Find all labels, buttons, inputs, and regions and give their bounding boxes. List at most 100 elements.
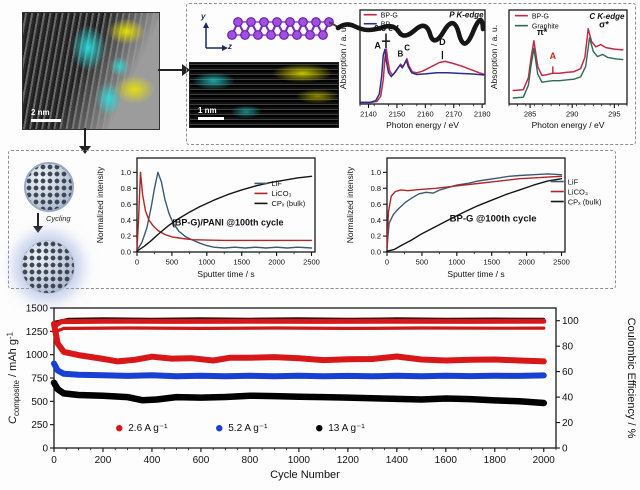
svg-text:40: 40 <box>562 393 574 404</box>
svg-text:LiCO₃: LiCO₃ <box>271 189 291 198</box>
phosphorene-model-svg <box>203 17 486 51</box>
svg-text:600: 600 <box>193 455 210 466</box>
svg-text:2140: 2140 <box>360 110 377 119</box>
svg-text:1500: 1500 <box>483 258 500 267</box>
svg-text:1200: 1200 <box>337 455 360 466</box>
svg-text:2000: 2000 <box>533 455 556 466</box>
svg-text:2000: 2000 <box>268 258 285 267</box>
svg-text:1.0: 1.0 <box>121 168 131 177</box>
svg-text:500: 500 <box>31 397 48 408</box>
svg-text:750: 750 <box>31 374 48 385</box>
svg-text:5.2 A g⁻¹: 5.2 A g⁻¹ <box>228 423 268 434</box>
svg-text:1400: 1400 <box>386 455 409 466</box>
svg-text:Absorption / a. u.: Absorption / a. u. <box>338 25 348 89</box>
svg-text:0: 0 <box>562 444 568 455</box>
svg-text:0.4: 0.4 <box>121 216 131 225</box>
svg-text:0.4: 0.4 <box>371 216 381 225</box>
middle-dashed-box <box>8 150 616 289</box>
svg-text:0.5 eV: 0.5 eV <box>374 23 399 33</box>
svg-text:295: 295 <box>608 110 621 119</box>
svg-text:0.6: 0.6 <box>121 200 131 209</box>
svg-text:500: 500 <box>416 258 429 267</box>
svg-text:285: 285 <box>524 110 537 119</box>
svg-text:Graphite: Graphite <box>532 23 559 30</box>
svg-text:1800: 1800 <box>484 455 507 466</box>
svg-text:CPₓ (bulk): CPₓ (bulk) <box>271 199 305 208</box>
svg-text:BP-G: BP-G <box>381 13 398 20</box>
svg-text:500: 500 <box>166 258 179 267</box>
svg-text:0.8: 0.8 <box>371 184 381 193</box>
tem-scalebar-label: 2 nm <box>31 108 50 117</box>
p-k-edge-svg: 2140 2150 2160 2170 2180 0.5 eV A BC D P K-edge Ph… <box>338 9 491 130</box>
cycling-svg: 0 200 400 600 800 1000 1200 1400 1600 1800 2000025… <box>6 304 638 482</box>
particle-sphere-before <box>24 162 74 212</box>
svg-text:C: C <box>404 43 410 52</box>
svg-text:(BP-G)/PANI @100th cycle: (BP-G)/PANI @100th cycle <box>172 218 284 228</box>
svg-text:0.0: 0.0 <box>121 248 131 257</box>
svg-text:C K-edge: C K-edge <box>589 12 625 21</box>
p-k-edge-chart: 2140 2150 2160 2170 2180 0.5 eV A B C D P K-edge Ph… <box>338 4 491 142</box>
svg-text:1250: 1250 <box>26 327 49 338</box>
svg-text:BP-G: BP-G <box>532 13 549 20</box>
svg-text:LiCO₃: LiCO₃ <box>568 187 588 196</box>
arrow-down-line <box>84 128 86 147</box>
tem-scalebar <box>31 119 61 122</box>
schematic-arrow-line <box>37 213 39 227</box>
svg-text:80: 80 <box>562 342 574 353</box>
svg-text:Absorption / a. u.: Absorption / a. u. <box>489 25 499 89</box>
svg-text:200: 200 <box>95 455 112 466</box>
svg-text:Sputter time / s: Sputter time / s <box>447 269 504 279</box>
svg-text:σ*: σ* <box>599 19 609 29</box>
svg-text:2170: 2170 <box>445 110 462 119</box>
svg-text:B: B <box>397 49 403 58</box>
svg-text:2500: 2500 <box>553 258 570 267</box>
svg-text:Normalized intensity: Normalized intensity <box>95 166 105 243</box>
stem-scalebar-label: 1 nm <box>198 106 217 115</box>
svg-text:0.8: 0.8 <box>121 184 131 193</box>
svg-text:250: 250 <box>31 420 48 431</box>
svg-text:0: 0 <box>42 444 48 455</box>
svg-text:Sputter time / s: Sputter time / s <box>197 269 254 279</box>
svg-text:Photon energy / eV: Photon energy / eV <box>386 120 459 130</box>
svg-text:Photon energy / eV: Photon energy / eV <box>532 120 605 130</box>
svg-text:1600: 1600 <box>435 455 458 466</box>
svg-text:Cycle Number: Cycle Number <box>270 469 340 481</box>
svg-text:LiF: LiF <box>271 179 282 188</box>
particle-sphere-after <box>21 240 75 294</box>
schematic-arrow-head <box>33 226 43 233</box>
svg-text:2160: 2160 <box>417 110 434 119</box>
sputter-left-svg: 0 500 1000 1500 2000 2500 0.0 0.2 0.4 0.6 0.8 1.0 (B… <box>95 157 320 279</box>
svg-text:CPₓ (bulk): CPₓ (bulk) <box>568 197 602 206</box>
svg-text:2180: 2180 <box>474 110 491 119</box>
svg-text:BP-G @100th cycle: BP-G @100th cycle <box>450 214 537 225</box>
svg-text:60: 60 <box>562 367 574 378</box>
svg-text:1500: 1500 <box>233 258 250 267</box>
c-k-edge-svg: 285 290 295 π* Aσ*C K-edge Photon energy / eV… <box>489 9 628 130</box>
stem-image: 1 nm <box>189 62 339 128</box>
schematic-arrow-label: Cycling <box>46 214 71 223</box>
svg-text:0: 0 <box>51 455 57 466</box>
svg-text:Normalized intensity: Normalized intensity <box>345 166 355 243</box>
svg-text:BP: BP <box>381 22 391 29</box>
svg-text:290: 290 <box>566 110 579 119</box>
svg-text:2150: 2150 <box>389 110 406 119</box>
svg-text:0: 0 <box>385 258 389 267</box>
svg-text:Ccomposite / mAh g-1: Ccomposite / mAh g-1 <box>6 331 21 424</box>
svg-text:1500: 1500 <box>26 304 49 315</box>
tem-image: 2 nm <box>22 12 160 130</box>
svg-text:1000: 1000 <box>448 258 465 267</box>
model-axis-y-label: y <box>201 12 206 21</box>
svg-text:20: 20 <box>562 418 574 429</box>
svg-text:100: 100 <box>562 316 579 327</box>
svg-text:A: A <box>550 51 557 61</box>
svg-text:π*: π* <box>537 27 548 37</box>
svg-text:P K-edge: P K-edge <box>449 11 484 20</box>
svg-text:D: D <box>439 37 446 47</box>
svg-text:1000: 1000 <box>198 258 215 267</box>
svg-text:0.6: 0.6 <box>371 200 381 209</box>
svg-text:2000: 2000 <box>518 258 535 267</box>
phosphorene-model <box>192 8 486 58</box>
cycling-performance-chart: 0 200 400 600 800 1000 1200 1400 1600 1800 2000 0 25… <box>4 296 638 488</box>
